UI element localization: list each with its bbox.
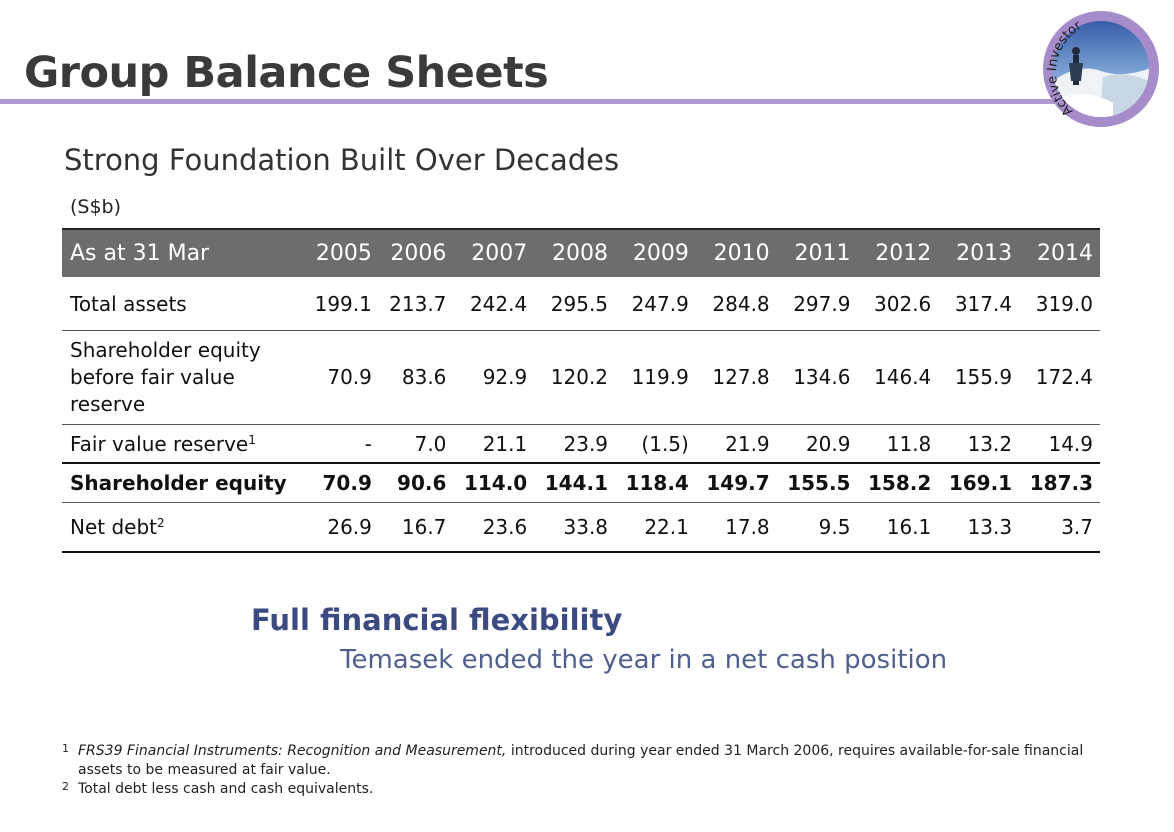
footnote-mark: 2 (62, 780, 69, 793)
highlight-text: Temasek ended the year in a net cash pos… (340, 645, 948, 675)
table-cell: 13.2 (938, 424, 1020, 464)
column-header: 2010 (695, 228, 777, 277)
footnote-text: introduced during year ended 31 March 20… (78, 743, 1084, 778)
column-header: 2006 (378, 228, 454, 277)
row-label: Fair value reserve1 (62, 424, 305, 464)
table-cell: 3.7 (1019, 502, 1100, 553)
table-cell: 134.6 (776, 330, 858, 425)
column-header: 2013 (938, 228, 1020, 277)
column-header: 2012 (857, 228, 939, 277)
table-cell: 23.6 (453, 502, 535, 553)
table-cell: 90.6 (378, 463, 454, 503)
table-cell: 7.0 (378, 424, 454, 464)
table-cell: - (304, 424, 379, 464)
table-cell: 118.4 (615, 463, 696, 503)
table-cell: 247.9 (615, 277, 696, 331)
row-label: Net debt2 (62, 502, 305, 553)
table-cell: 155.9 (938, 330, 1020, 425)
units-label: (S$b) (70, 196, 122, 218)
row-label-text: Shareholder equity before fair value res… (70, 338, 261, 416)
section-subtitle: Strong Foundation Built Over Decades (64, 143, 620, 177)
table-cell: 16.7 (378, 502, 454, 553)
table-row: Shareholder equity 70.9 90.6 114.0 144.1… (62, 463, 1100, 503)
column-header: 2005 (304, 228, 379, 277)
table-cell: 92.9 (453, 330, 535, 425)
footnote-mark: 1 (62, 742, 69, 755)
table-row: Total assets 199.1 213.7 242.4 295.5 247… (62, 277, 1100, 331)
row-label: Total assets (62, 277, 305, 331)
table-cell: 155.5 (776, 463, 858, 503)
table-cell: 14.9 (1019, 424, 1100, 464)
table-row: Fair value reserve1 - 7.0 21.1 23.9 (1.5… (62, 424, 1100, 464)
footnote: 1 FRS39 Financial Instruments: Recogniti… (62, 742, 1112, 780)
table-cell: 70.9 (304, 330, 379, 425)
column-header: 2014 (1019, 228, 1100, 277)
table-cell: 20.9 (776, 424, 858, 464)
table-cell: 319.0 (1019, 277, 1100, 331)
table-row: Net debt2 26.9 16.7 23.6 33.8 22.1 17.8 … (62, 502, 1100, 553)
table-cell: 317.4 (938, 277, 1020, 331)
table-cell: 146.4 (857, 330, 939, 425)
column-header: As at 31 Mar (62, 228, 305, 277)
table-cell: 213.7 (378, 277, 454, 331)
table-cell: 187.3 (1019, 463, 1100, 503)
table-cell: 295.5 (534, 277, 616, 331)
table-cell: 13.3 (938, 502, 1020, 553)
table-cell: 9.5 (776, 502, 858, 553)
highlight-heading: Full financial flexibility (251, 603, 623, 637)
footnote-italic: FRS39 Financial Instruments: Recognition… (78, 743, 507, 759)
table-cell: 114.0 (453, 463, 535, 503)
table-cell: 26.9 (304, 502, 379, 553)
table-cell: 21.1 (453, 424, 535, 464)
footnotes: 1 FRS39 Financial Instruments: Recogniti… (62, 742, 1112, 799)
table-cell: 199.1 (304, 277, 379, 331)
page-title: Group Balance Sheets (24, 48, 549, 98)
title-divider (0, 99, 1060, 104)
balance-sheet-table: As at 31 Mar 2005 2006 2007 2008 2009 20… (62, 228, 1100, 553)
table-cell: 11.8 (857, 424, 939, 464)
table-cell: 83.6 (378, 330, 454, 425)
row-label: Shareholder equity (62, 463, 305, 503)
table-cell: 17.8 (695, 502, 777, 553)
row-label-text: Fair value reserve (70, 431, 249, 456)
table-cell: 284.8 (695, 277, 777, 331)
table-cell: 149.7 (695, 463, 777, 503)
table-cell: 158.2 (857, 463, 939, 503)
footnote: 2 Total debt less cash and cash equivale… (62, 780, 1112, 799)
row-label: Shareholder equity before fair value res… (62, 330, 305, 425)
table-cell: 16.1 (857, 502, 939, 553)
column-header: 2009 (615, 228, 696, 277)
table-cell: 120.2 (534, 330, 616, 425)
table-cell: 169.1 (938, 463, 1020, 503)
table-cell: 127.8 (695, 330, 777, 425)
footnote-text: Total debt less cash and cash equivalent… (78, 781, 374, 797)
active-investor-badge: Active Investor (1043, 11, 1159, 127)
column-header: 2011 (776, 228, 858, 277)
table-row: Shareholder equity before fair value res… (62, 330, 1100, 425)
table-cell: 33.8 (534, 502, 616, 553)
table-cell: (1.5) (615, 424, 696, 464)
footnote-ref: 2 (157, 516, 165, 530)
footnote-ref: 1 (248, 432, 256, 447)
table-cell: 22.1 (615, 502, 696, 553)
table-cell: 172.4 (1019, 330, 1100, 425)
table-cell: 70.9 (304, 463, 379, 503)
column-header: 2007 (453, 228, 535, 277)
table-cell: 297.9 (776, 277, 858, 331)
table-cell: 242.4 (453, 277, 535, 331)
table-cell: 302.6 (857, 277, 939, 331)
row-label-text: Net debt (70, 515, 158, 539)
table-cell: 23.9 (534, 424, 616, 464)
table-header-row: As at 31 Mar 2005 2006 2007 2008 2009 20… (62, 228, 1100, 277)
table-cell: 144.1 (534, 463, 616, 503)
column-header: 2008 (534, 228, 616, 277)
table-cell: 119.9 (615, 330, 696, 425)
table-cell: 21.9 (695, 424, 777, 464)
